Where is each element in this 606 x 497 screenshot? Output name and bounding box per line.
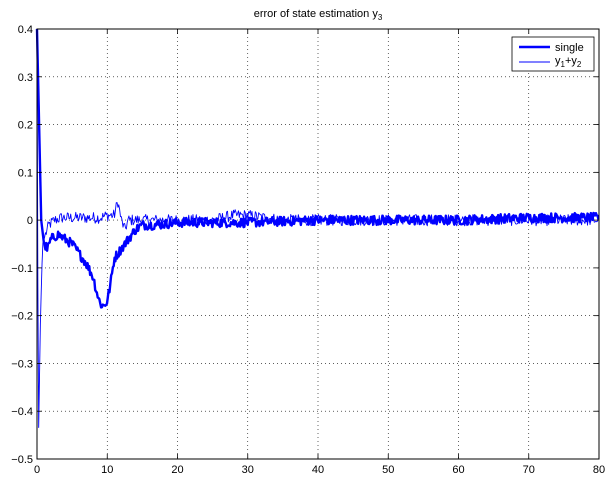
plot-area-frame	[36, 28, 600, 460]
y-tick-labels: −0.5 −0.4 −0.3 −0.2 −0.1 0 0.1 0.2 0.3 0.4	[11, 24, 33, 466]
legend-label-single: single	[555, 42, 584, 54]
x-tick-label: 10	[101, 464, 113, 476]
y-tick-label: −0.1	[11, 263, 33, 275]
legend-label-y1y2-sub2: 2	[577, 60, 582, 69]
chart-title-subscript: 3	[378, 13, 383, 22]
y-tick-label: −0.4	[11, 406, 33, 418]
x-tick-label: 70	[523, 464, 535, 476]
legend-label-y1y2: y1+y2	[555, 55, 582, 69]
chart-title-text: error of state estimation y	[254, 8, 379, 20]
chart-title: error of state estimation y3	[254, 8, 383, 22]
legend-box	[511, 36, 595, 72]
x-tick-label: 0	[34, 464, 40, 476]
legend-label-y1y2-sub1: 1	[561, 60, 566, 69]
x-tick-label: 50	[382, 464, 394, 476]
series-line-single	[35, 28, 600, 309]
legend-label-y1y2-main: y	[555, 55, 561, 67]
x-tick-label: 80	[593, 464, 605, 476]
y-tick-label: −0.5	[11, 454, 33, 466]
y-tick-label: 0.2	[18, 120, 33, 132]
x-tick-labels: 0 10 20 30 40 50 60 70 80	[34, 464, 605, 476]
x-tick-label: 60	[452, 464, 464, 476]
series-layer	[35, 28, 600, 428]
y-tick-label: −0.3	[11, 358, 33, 370]
x-tick-label: 30	[242, 464, 254, 476]
y-tick-label: 0.3	[18, 72, 33, 84]
x-tick-label: 40	[312, 464, 324, 476]
legend: single y1+y2	[511, 36, 595, 72]
legend-label-y1y2-plus: +y	[565, 55, 577, 67]
y-tick-label: 0.1	[18, 167, 33, 179]
x-tick-label: 20	[171, 464, 183, 476]
y-tick-label: −0.2	[11, 311, 33, 323]
y-tick-label: 0.4	[18, 24, 33, 36]
y-tick-label: 0	[27, 215, 33, 227]
